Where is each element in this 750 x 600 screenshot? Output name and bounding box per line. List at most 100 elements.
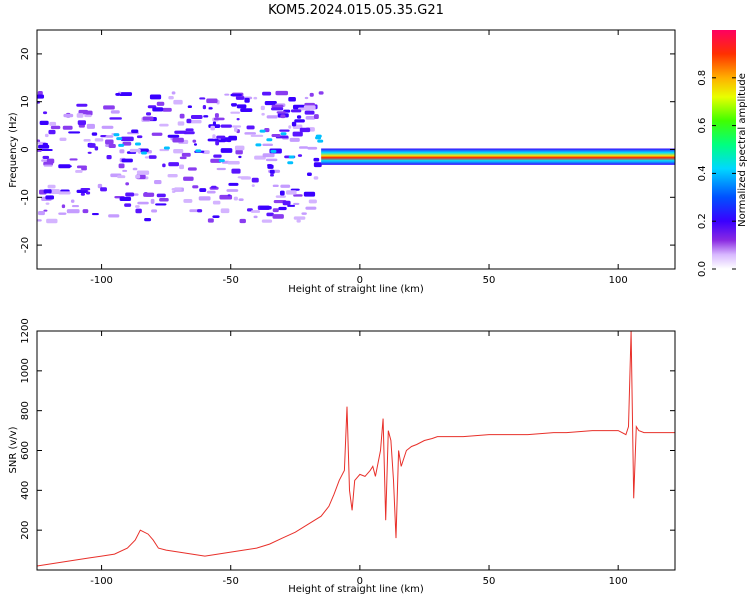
colorbar-gradient [712, 30, 736, 269]
spectrogram-patch [42, 111, 48, 115]
spectrogram-xtick-label: 100 [609, 275, 628, 286]
spectrogram-patch [298, 146, 309, 149]
spectrogram-patch [148, 155, 157, 159]
spectrogram-patch [135, 208, 142, 214]
spectrogram-patch [216, 135, 226, 139]
spectrogram-patch [296, 115, 302, 119]
spectrogram-patch [122, 169, 128, 172]
spectrogram-patch [70, 199, 75, 203]
spectrogram-patch [240, 108, 253, 112]
spectrogram-patch [213, 154, 222, 158]
spectrogram-patch-bright [134, 142, 141, 146]
spectrogram-patch [77, 120, 87, 126]
spectrogram-patch [261, 112, 265, 116]
spectrogram-patch [290, 188, 300, 191]
spectrogram-patch [288, 96, 296, 102]
spectrogram-patch [238, 198, 244, 201]
spectrogram-patch [193, 143, 198, 146]
spectrogram-patch [246, 125, 255, 130]
spectrogram-patch [251, 177, 259, 183]
spectrogram-patch [309, 92, 314, 97]
spectrogram-patch [177, 121, 185, 126]
spectrogram-patch [143, 192, 155, 197]
snr-ytick-label: 1000 [20, 358, 31, 383]
spectrogram-patch [76, 189, 88, 193]
spectrogram-patch [226, 137, 232, 143]
spectrogram-patch [226, 189, 239, 192]
spectrogram-patch [306, 172, 312, 177]
spectrogram-patch [38, 144, 50, 149]
spectrogram-patch [118, 163, 125, 169]
spectrogram-patch [279, 129, 290, 132]
spectrogram-patch [37, 219, 42, 222]
spectrogram-patch [80, 192, 85, 196]
spectrogram-patch [215, 140, 220, 146]
spectrogram-patch [37, 149, 42, 152]
snr-ytick-label: 200 [20, 521, 31, 540]
spectrogram-ytick-label: 0 [20, 146, 31, 152]
spectrogram-patch [210, 125, 215, 131]
spectrogram-patch [80, 187, 91, 191]
spectrogram-patch [250, 210, 261, 213]
spectrogram-patch [292, 131, 303, 137]
spectrogram-patch [192, 185, 199, 189]
spectrogram-patch [192, 139, 197, 143]
spectrogram-patch-bright [315, 136, 322, 140]
spectrogram-patch-bright [195, 149, 202, 153]
snr-frame [36, 330, 676, 571]
spectrogram-patch [135, 174, 141, 179]
snr-xtick-label: 0 [357, 576, 363, 587]
spectrogram-patch [186, 118, 192, 124]
spectrogram-patch [214, 113, 219, 118]
spectrogram-patch [305, 115, 316, 120]
spectrogram-patch [86, 110, 93, 116]
spectrogram-patch [42, 155, 50, 159]
spectrogram-patch [318, 91, 324, 95]
spectrogram-patch [44, 133, 49, 138]
spectrogram-patch [305, 206, 317, 210]
spectrogram-patch [313, 176, 319, 180]
spectrogram-patch [131, 129, 139, 133]
spectrogram-patch [236, 104, 247, 109]
spectrogram-patch [120, 136, 134, 142]
spectrogram-patch [173, 148, 184, 154]
spectrogram-patch [206, 98, 218, 104]
spectrogram-patch [119, 92, 133, 96]
spectrogram-patch [136, 135, 143, 139]
spectrogram-patch [47, 184, 56, 189]
spectrogram-patch [82, 209, 89, 214]
spectrogram-patch [260, 105, 265, 111]
spectrogram-patch [87, 151, 92, 154]
spectrogram-patch-bright [287, 161, 294, 165]
spectrogram-patch [37, 94, 45, 99]
spectrogram-patch [271, 104, 284, 108]
spectrogram-patch [105, 139, 114, 145]
spectrogram-patch [212, 134, 216, 140]
spectrogram-patch [271, 107, 284, 111]
spectrogram-patch [262, 143, 273, 147]
snr-line-layer [37, 331, 675, 567]
spectrogram-patch [308, 199, 317, 204]
spectrogram-patch [168, 162, 180, 167]
spectrogram-patch [293, 202, 300, 205]
spectrogram-patch [179, 164, 185, 170]
spectrogram-patch [162, 163, 166, 168]
spectrogram-patch-bright [218, 159, 225, 163]
spectrogram-patch [262, 91, 272, 96]
spectrogram-patch [91, 132, 98, 136]
spectrogram-patch [59, 137, 67, 142]
spectrogram-patch [270, 173, 274, 177]
spectrogram-patch [38, 211, 45, 216]
spectrogram-patch [62, 125, 73, 130]
spectrogram-patch [304, 96, 309, 100]
spectrogram-patch [43, 164, 53, 167]
spectrogram-patch [199, 97, 206, 100]
spectrogram-patch [132, 167, 138, 171]
spectrogram-patch [171, 91, 176, 95]
spectrogram-xtick-label: -100 [90, 275, 113, 286]
spectrogram-patch [293, 194, 303, 197]
spectrogram-patch [220, 208, 230, 214]
spectrogram-patch-bright [266, 138, 273, 142]
spectrogram-patch [235, 96, 245, 100]
